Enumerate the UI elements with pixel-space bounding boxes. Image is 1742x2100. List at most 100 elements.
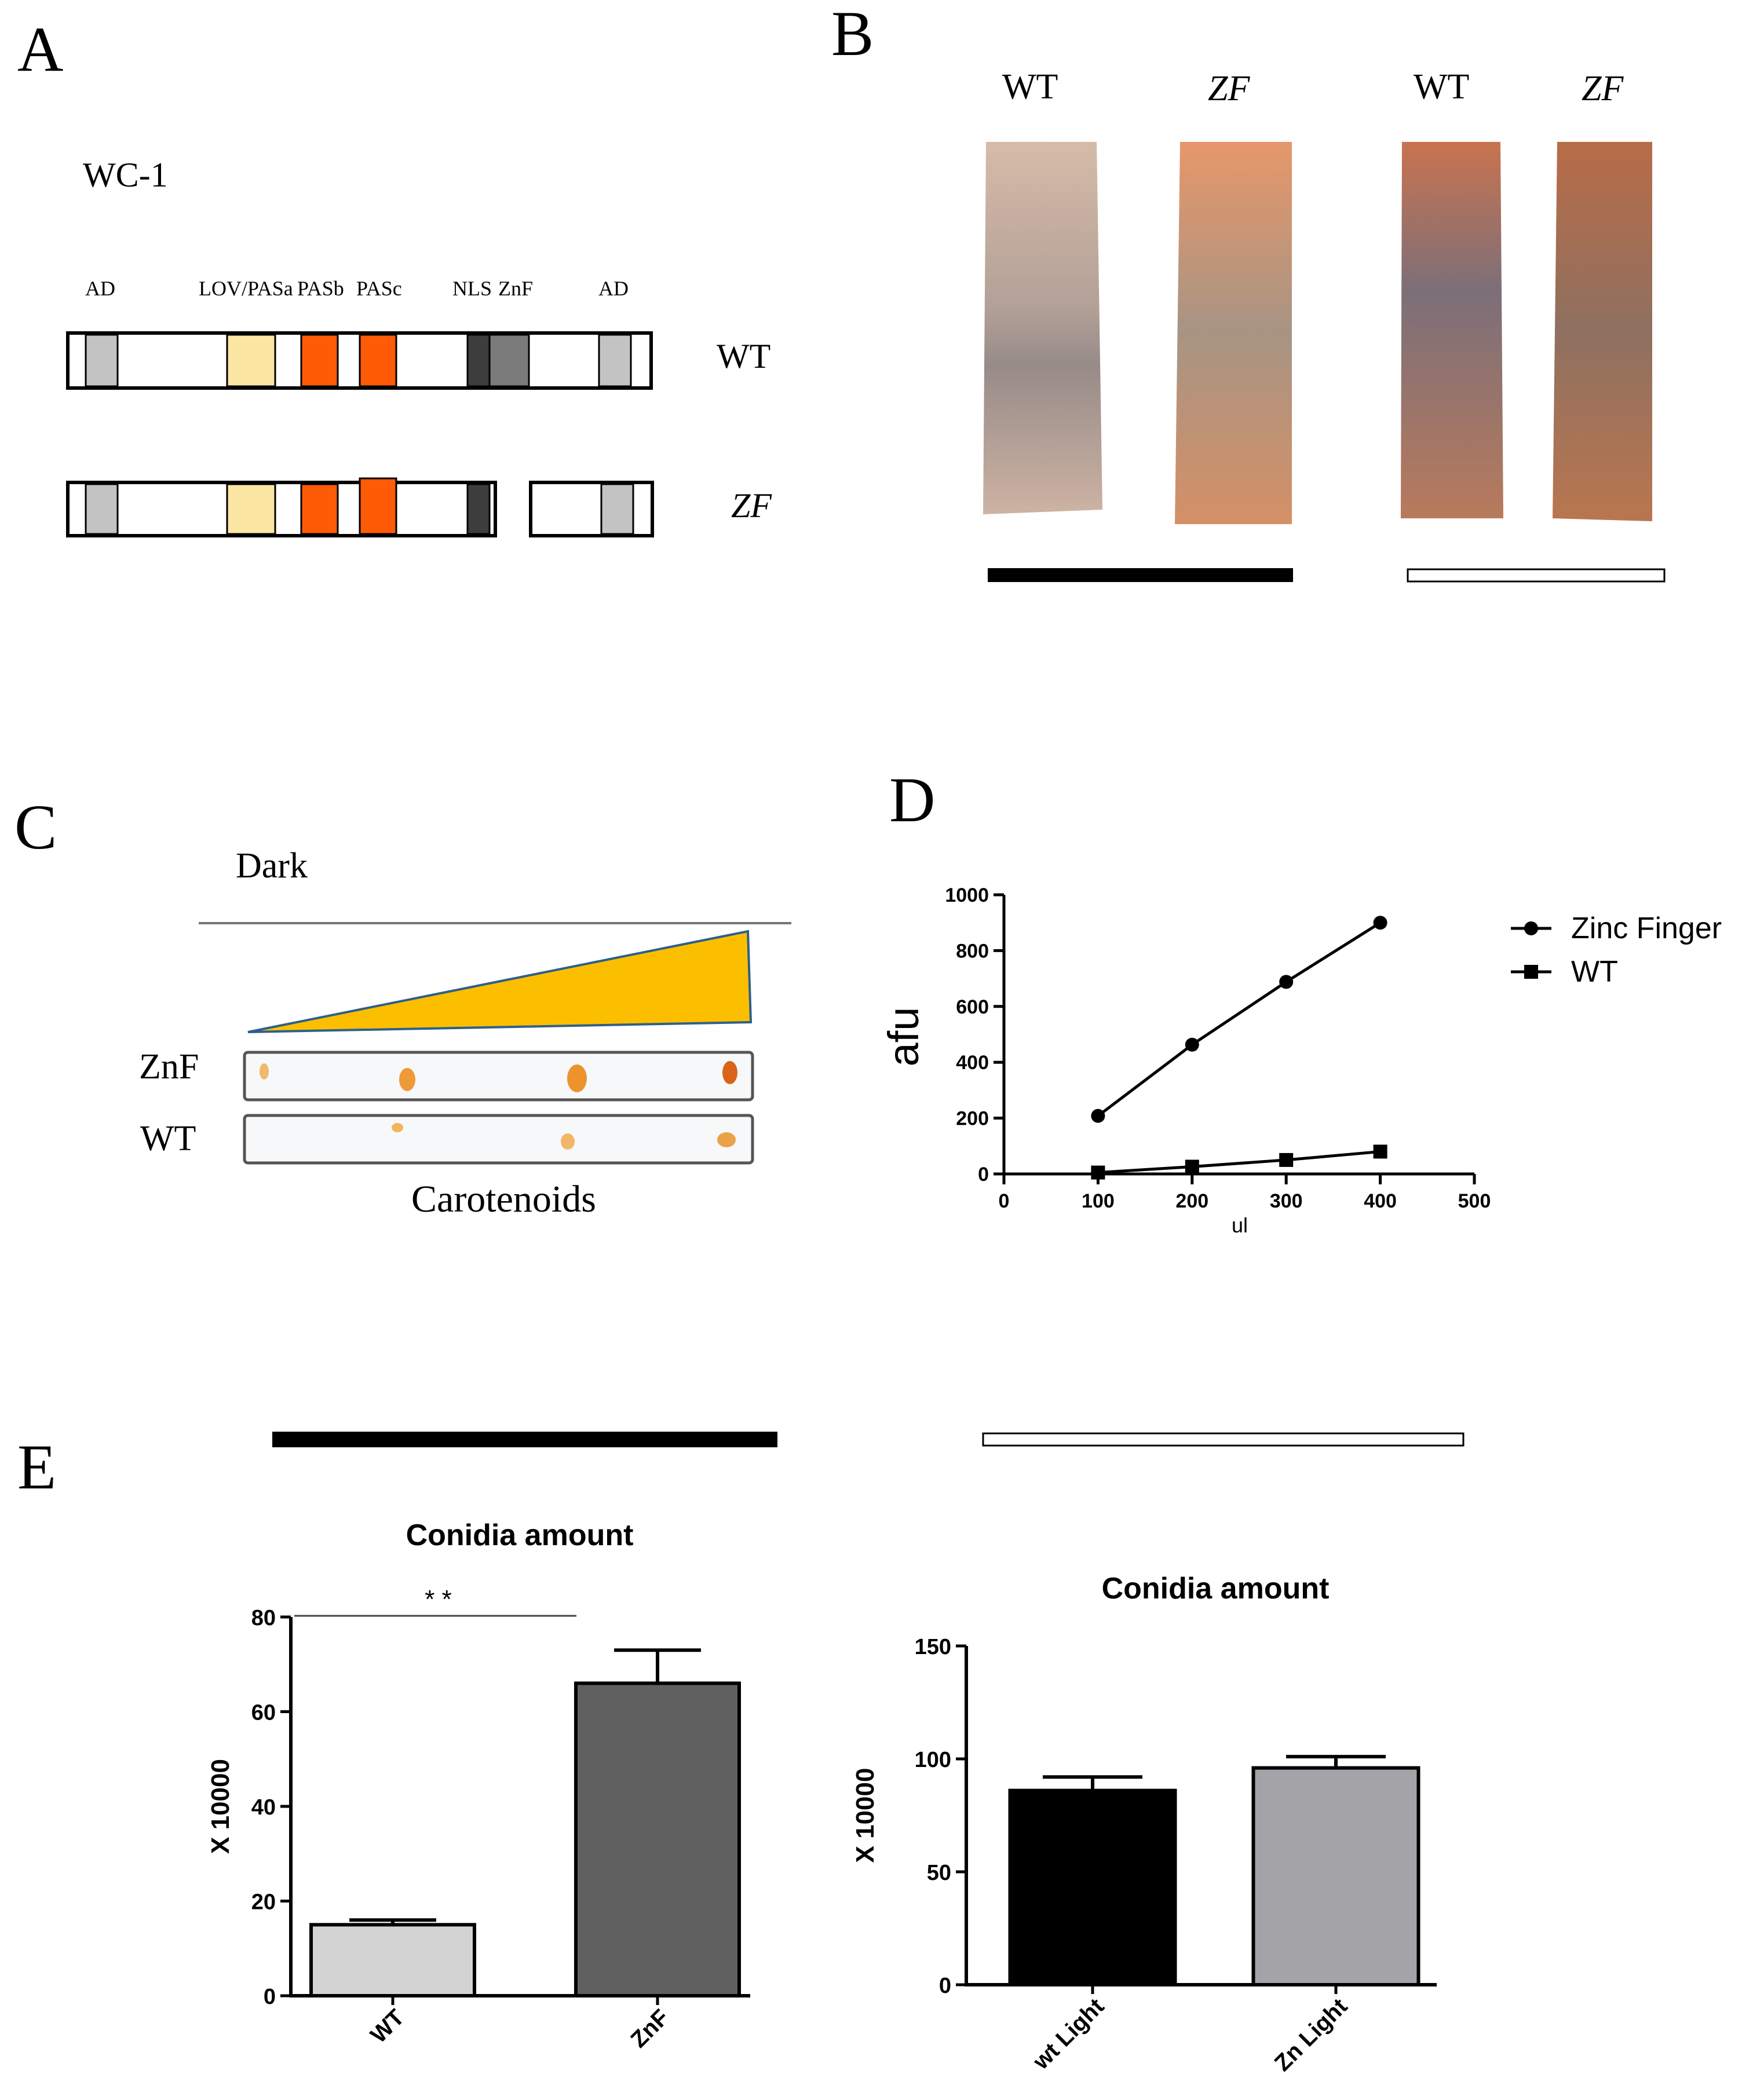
x-tick-label: 300 bbox=[1270, 1190, 1303, 1212]
y-tick-label: 600 bbox=[956, 996, 989, 1018]
gradient-triangle bbox=[247, 930, 753, 1033]
point-wt bbox=[1373, 1144, 1387, 1159]
point-zinc-finger bbox=[1091, 1108, 1105, 1123]
y-tick-label: 150 bbox=[915, 1635, 951, 1659]
plate-wt-dark bbox=[983, 142, 1102, 514]
plate-wt-light bbox=[1401, 142, 1503, 518]
row-label-wt: WT bbox=[717, 337, 770, 375]
y-tick-label: 40 bbox=[251, 1795, 276, 1820]
y-tick-label: 80 bbox=[251, 1606, 276, 1630]
series-line-1 bbox=[1098, 1150, 1381, 1175]
domain-label-pasb: PASb bbox=[297, 277, 344, 300]
domain-pasb-zf bbox=[300, 483, 339, 535]
chart-title: Conidia amount bbox=[1102, 1572, 1330, 1605]
y-tick-label: 0 bbox=[939, 1974, 951, 1998]
bar-znf bbox=[574, 1681, 741, 1997]
dark-condition-bar-e bbox=[272, 1432, 777, 1447]
y-tick-label: 20 bbox=[251, 1890, 276, 1915]
panel-letter-d: D bbox=[889, 764, 935, 835]
strip-znf bbox=[243, 1051, 754, 1102]
domain-pasc-zf bbox=[359, 477, 397, 535]
panel-a: A WC-1 AD LOV/PASa PASb PASc NLS ZnF AD … bbox=[17, 14, 772, 537]
chart-e-light: Conidia amount 0 50 100 150 X 10000 wt Light Zn… bbox=[851, 1572, 1437, 2076]
domain-znf bbox=[488, 334, 530, 387]
plate-label-wt-dark: WT bbox=[1002, 67, 1058, 107]
construct-zf bbox=[66, 477, 654, 537]
panel-letter-b: B bbox=[831, 0, 874, 69]
y-axis-label: X 10000 bbox=[851, 1768, 879, 1863]
y-axis-label: X 10000 bbox=[206, 1759, 235, 1854]
plate-zf-dark bbox=[1175, 142, 1292, 524]
panel-letter-e: E bbox=[17, 1432, 56, 1502]
y-tick-label: 400 bbox=[956, 1052, 989, 1074]
y-tick-label: 0 bbox=[264, 1985, 276, 2009]
x-tick-label: ZnF bbox=[626, 2004, 674, 2053]
domain-label-nls: NLS bbox=[452, 277, 492, 300]
x-tick-label: 500 bbox=[1458, 1190, 1491, 1212]
y-tick-label: 200 bbox=[956, 1108, 989, 1130]
row-label-zf: ZF bbox=[731, 486, 772, 525]
panel-letter-a: A bbox=[17, 14, 63, 85]
bar-wt-light bbox=[1008, 1788, 1177, 1987]
x-axis-label: ul bbox=[1232, 1213, 1248, 1237]
spot-znf-3 bbox=[567, 1064, 587, 1092]
dark-condition-bar bbox=[988, 568, 1293, 582]
carotenoids-caption: Carotenoids bbox=[411, 1178, 596, 1220]
spot-wt-2 bbox=[561, 1133, 575, 1150]
plate-label-zf-dark: ZF bbox=[1208, 69, 1250, 108]
significance-stars: * * bbox=[425, 1585, 451, 1614]
panel-c: C Dark ZnF WT Carotenoids bbox=[14, 792, 791, 1220]
light-condition-bar-e bbox=[982, 1432, 1465, 1447]
y-tick-label: 800 bbox=[956, 940, 989, 962]
light-condition-bar bbox=[1407, 568, 1666, 583]
domain-label-ad-n: AD bbox=[85, 277, 115, 300]
chart-d: 0 200 400 600 800 1000 0 100 200 300 400 500 ul afu Zi… bbox=[879, 884, 1722, 1237]
point-zinc-finger bbox=[1373, 916, 1387, 930]
domain-label-lov: LOV/PASa bbox=[199, 277, 293, 300]
domain-nls bbox=[466, 334, 491, 387]
construct-wt bbox=[66, 331, 653, 390]
protein-name: WC-1 bbox=[83, 156, 168, 194]
domain-lov-zf bbox=[226, 483, 276, 535]
domain-nls-zf bbox=[466, 483, 491, 535]
legend-marker-square bbox=[1524, 965, 1538, 979]
domain-label-ad-c: AD bbox=[598, 277, 629, 300]
point-wt bbox=[1091, 1165, 1105, 1180]
series-line-0 bbox=[1097, 921, 1381, 1117]
legend-marker-circle bbox=[1524, 921, 1538, 935]
strip-wt bbox=[243, 1114, 754, 1165]
panel-letter-c: C bbox=[14, 792, 57, 862]
y-tick-label: 50 bbox=[927, 1861, 951, 1885]
panel-d: D 0 200 400 600 800 1000 0 100 200 300 400 500 ul afu… bbox=[879, 764, 1722, 1237]
chart-title: Conidia amount bbox=[406, 1519, 634, 1552]
domain-pasc bbox=[359, 334, 397, 387]
spot-znf-2 bbox=[399, 1068, 415, 1091]
domain-ad-n-zf bbox=[85, 483, 119, 535]
domain-label-znf: ZnF bbox=[498, 277, 533, 300]
y-tick-label: 1000 bbox=[945, 884, 989, 906]
x-tick-label: 200 bbox=[1175, 1190, 1208, 1212]
point-zinc-finger bbox=[1279, 975, 1294, 989]
panel-b: B WT ZF WT ZF bbox=[831, 0, 1666, 583]
plate-label-zf-light: ZF bbox=[1582, 69, 1624, 108]
point-wt bbox=[1185, 1159, 1199, 1174]
domain-ad-c-zf bbox=[600, 483, 634, 535]
x-tick-label: 400 bbox=[1364, 1190, 1397, 1212]
domain-ad-n bbox=[85, 334, 119, 387]
x-tick-label: 0 bbox=[999, 1190, 1010, 1212]
bar-wt bbox=[309, 1923, 476, 1997]
y-tick-label: 0 bbox=[978, 1164, 989, 1186]
x-tick-label: WT bbox=[366, 2004, 409, 2048]
y-axis-label: afu bbox=[879, 1007, 927, 1067]
plate-label-wt-light: WT bbox=[1414, 67, 1469, 107]
domain-pasb bbox=[300, 334, 339, 387]
point-zinc-finger bbox=[1185, 1037, 1199, 1052]
domain-label-pasc: PASc bbox=[356, 277, 402, 300]
bar-zn-light bbox=[1251, 1766, 1420, 1987]
condition-dark: Dark bbox=[236, 846, 308, 886]
plate-zf-light bbox=[1553, 142, 1652, 521]
panel-e: E Conidia amount 0 20 40 60 80 X 10000 WT ZnF * *… bbox=[17, 1432, 1465, 2076]
legend-label-0: Zinc Finger bbox=[1571, 912, 1722, 945]
x-tick-label: 100 bbox=[1082, 1190, 1115, 1212]
